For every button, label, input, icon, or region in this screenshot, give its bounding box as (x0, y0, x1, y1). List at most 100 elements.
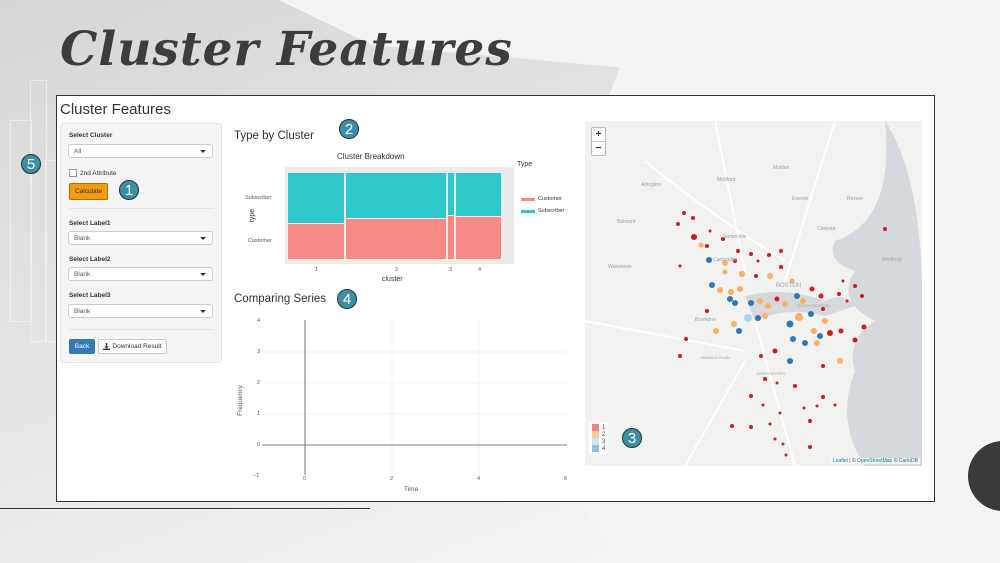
legend-label: Customer (538, 196, 562, 202)
divider (69, 329, 214, 330)
map-label-south-boston: SOUTH BOSTON (797, 303, 829, 308)
legend-item: 2 (592, 431, 605, 438)
y-tick: 2 (257, 380, 261, 386)
map-label-chelsea: Chelsea (817, 226, 836, 232)
background-dendrogram (0, 60, 60, 500)
annotation-badge-4: 4 (337, 289, 357, 309)
legend-item-subscriber: Subscriber (521, 208, 564, 214)
calculate-button[interactable]: Calculate (69, 183, 108, 200)
select-label1-value: Blank (74, 235, 91, 242)
x-tick: 1 (315, 267, 319, 273)
y-tick: 4 (257, 318, 261, 324)
plot-panel (285, 167, 514, 264)
bar-c2-subscriber (346, 173, 446, 218)
map-label-revere: Revere (847, 196, 864, 202)
osm-link[interactable]: OpenStreetMap (857, 458, 893, 464)
annotation-badge-3: 3 (622, 428, 642, 448)
legend-swatch (592, 424, 599, 431)
select-label3-label: Select Label3 (69, 292, 111, 299)
legend-swatch (521, 197, 535, 201)
map-label-somerville: Somerville (723, 234, 747, 240)
map-legend: 1 2 3 4 (589, 422, 609, 454)
zoom-in-button[interactable]: + (595, 129, 602, 140)
zoom-out-button[interactable]: − (592, 141, 605, 155)
legend-swatch (521, 209, 535, 213)
map-label-jamaica-plain: JAMAICA PLAIN (700, 355, 730, 360)
map-label-winthrop: Winthrop (882, 257, 903, 263)
download-icon (103, 343, 111, 350)
map-label-brookline: Brookline (695, 317, 716, 323)
app-title: Cluster Features (60, 101, 171, 118)
x-tick: 6 (564, 476, 568, 482)
x-axis-label: cluster (382, 276, 403, 283)
map-label-dorchester: DORCHESTER (757, 371, 786, 376)
select-label3-value: Blank (74, 308, 91, 315)
bar-c3-subscriber (448, 173, 454, 215)
select-cluster-value: All (74, 148, 82, 155)
map-label-malden: Malden (773, 165, 790, 171)
bar-c4-subscriber (456, 173, 501, 216)
y-tick: 3 (257, 349, 261, 355)
attribution-sep: | © (847, 458, 858, 464)
annotation-badge-2: 2 (339, 119, 359, 139)
x-tick: 2 (390, 476, 394, 482)
y-tick: 0 (257, 442, 261, 448)
second-attribute-label: 2nd Attribute (80, 169, 117, 177)
legend-swatch (592, 431, 599, 438)
chart-title: Cluster Breakdown (337, 152, 405, 161)
legend-label: 1 (602, 424, 606, 431)
leaflet-link[interactable]: Leaflet (832, 458, 848, 464)
x-tick: 2 (395, 267, 399, 273)
download-result-button[interactable]: Download Result (98, 339, 167, 354)
legend-swatch (592, 445, 599, 452)
legend-swatch (592, 438, 599, 445)
y-tick: −1 (253, 473, 260, 479)
select-label1-label: Select Label1 (69, 220, 111, 227)
legend-title: Type (517, 161, 533, 168)
slide-title: Cluster Features (60, 22, 513, 77)
map-label-everett: Everett (792, 196, 808, 202)
chevron-down-icon (200, 273, 206, 276)
download-result-label: Download Result (112, 343, 162, 350)
x-tick: 3 (449, 267, 453, 273)
select-label2-value: Blank (74, 271, 91, 278)
divider (69, 208, 214, 209)
bar-c2-customer (346, 219, 446, 259)
x-axis-label: Time (404, 486, 419, 493)
select-label1-dropdown[interactable]: Blank (68, 231, 213, 245)
y-axis-label: type (249, 208, 257, 223)
map-label-medford: Medford (717, 177, 736, 183)
legend-label: 2 (602, 431, 606, 438)
legend-label: 3 (602, 438, 606, 445)
comparing-series-chart[interactable]: 4 3 2 1 0 −1 0 2 4 6 Time Frequency (232, 315, 577, 495)
map-label-belmont: Belmont (617, 219, 636, 225)
y-tick-customer: Customer (248, 238, 272, 244)
series-plot (262, 320, 567, 475)
decorative-rule (0, 508, 370, 509)
x-tick: 4 (478, 267, 482, 273)
map-label-watertown: Watertown (608, 264, 632, 270)
cartodb-link[interactable]: CartoDB (898, 458, 918, 464)
back-button[interactable]: Back (69, 339, 95, 354)
map-label-arlington: Arlington (641, 182, 661, 188)
select-cluster-dropdown[interactable]: All (68, 144, 213, 158)
second-attribute-checkbox[interactable]: 2nd Attribute (69, 169, 117, 177)
comparing-series-title: Comparing Series (234, 293, 327, 305)
checkbox-icon[interactable] (69, 169, 77, 177)
sidebar-panel: Select Cluster All 2nd Attribute Calcula… (60, 123, 222, 363)
map-label-boston: BOSTON (776, 283, 802, 289)
select-label2-dropdown[interactable]: Blank (68, 267, 213, 281)
legend-item: 4 (592, 445, 605, 452)
attribution-sep: © (892, 458, 899, 464)
type-by-cluster-title: Type by Cluster (234, 130, 314, 142)
app-window: Cluster Features Select Cluster All 2nd … (56, 95, 935, 502)
cluster-map[interactable]: Arlington Medford Malden Everett Revere … (585, 121, 922, 466)
y-tick: 1 (257, 411, 261, 417)
legend-label: 4 (602, 445, 606, 452)
select-cluster-label: Select Cluster (69, 132, 113, 139)
legend-label: Subscriber (538, 208, 565, 214)
bar-c1-subscriber (288, 173, 344, 223)
legend-item: 1 (592, 424, 605, 431)
bar-c1-customer (288, 224, 344, 259)
select-label3-dropdown[interactable]: Blank (68, 304, 213, 318)
